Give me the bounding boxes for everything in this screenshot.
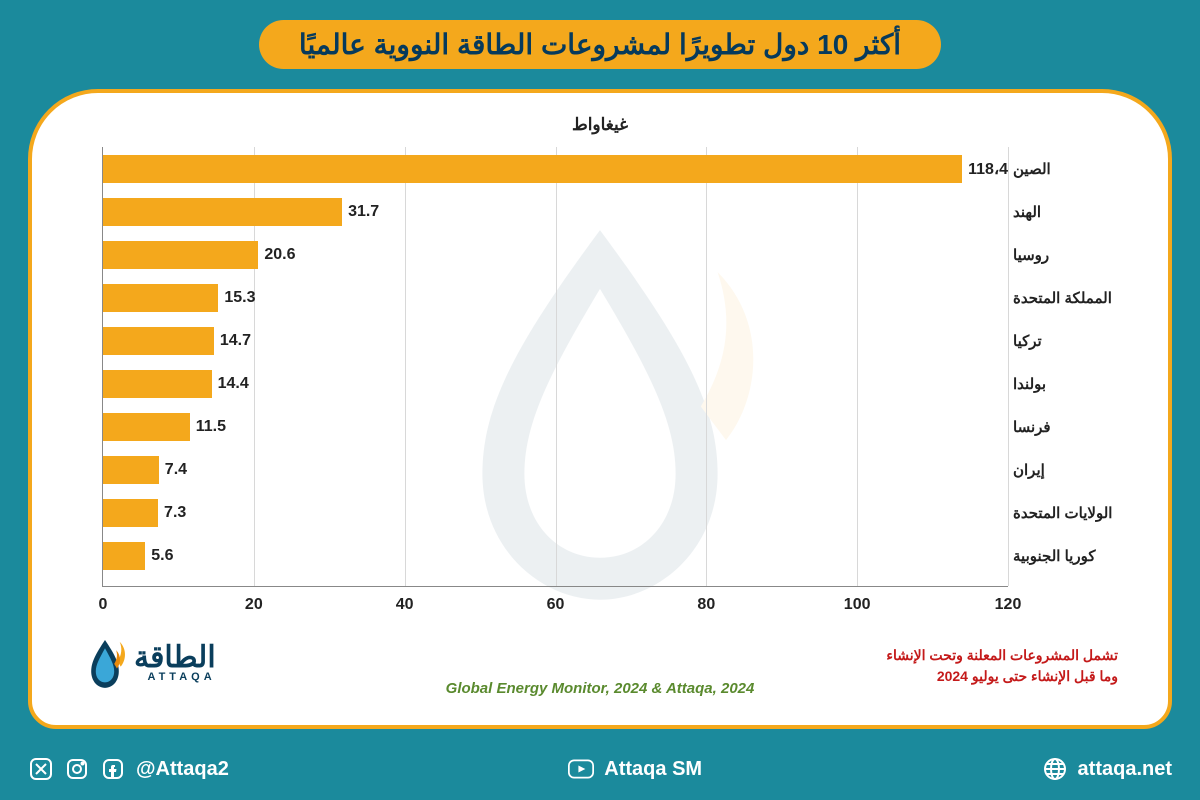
x-icon xyxy=(28,756,54,782)
y-category-label: الهند xyxy=(1013,203,1113,221)
y-category-label: المملكة المتحدة xyxy=(1013,289,1113,307)
source-text: Global Energy Monitor, 2024 & Attaqa, 20… xyxy=(446,680,755,697)
y-category-label: الصين xyxy=(1013,160,1113,178)
bar-value-label: 14.4 xyxy=(218,375,249,393)
bar xyxy=(103,413,190,441)
bar-row: 14.4بولندا xyxy=(103,370,1008,398)
x-tick: 100 xyxy=(844,596,871,614)
card-footer: الطاقة ATTAQA Global Energy Monitor, 202… xyxy=(82,639,1118,699)
y-category-label: تركيا xyxy=(1013,332,1113,350)
footnote-line1: تشمل المشروعات المعلنة وتحت الإنشاء xyxy=(886,645,1118,666)
x-tick: 80 xyxy=(697,596,715,614)
chart-card: غيغاواط 020406080100120118،4الصين31.7اله… xyxy=(28,89,1172,729)
social-left: @Attaqa2 xyxy=(28,756,229,782)
website-text: attaqa.net xyxy=(1078,758,1172,781)
bar-value-label: 7.3 xyxy=(164,504,186,522)
youtube-icon xyxy=(568,756,594,782)
bar-value-label: 20.6 xyxy=(264,246,295,264)
social-bar: @Attaqa2 Attaqa SM attaqa.net xyxy=(28,756,1172,782)
chart-plot: 020406080100120118،4الصين31.7الهند20.6رو… xyxy=(82,147,1118,617)
bar-row: 7.4إيران xyxy=(103,456,1008,484)
bar-row: 31.7الهند xyxy=(103,198,1008,226)
social-mid: Attaqa SM xyxy=(568,756,702,782)
bar-value-label: 118،4 xyxy=(968,159,1008,179)
logo-arabic: الطاقة xyxy=(134,644,216,671)
title-banner: أكثر 10 دول تطويرًا لمشروعات الطاقة النو… xyxy=(259,20,941,69)
y-category-label: كوريا الجنوبية xyxy=(1013,547,1113,565)
instagram-icon xyxy=(64,756,90,782)
y-category-label: الولايات المتحدة xyxy=(1013,504,1113,522)
bar-value-label: 14.7 xyxy=(220,332,251,350)
social-right: attaqa.net xyxy=(1042,756,1172,782)
facebook-icon xyxy=(100,756,126,782)
social-handle-2: Attaqa SM xyxy=(604,758,702,781)
bar-value-label: 31.7 xyxy=(348,203,379,221)
bar-row: 20.6روسيا xyxy=(103,241,1008,269)
y-category-label: روسيا xyxy=(1013,246,1113,264)
x-tick: 0 xyxy=(99,596,108,614)
bar-row: 14.7تركيا xyxy=(103,327,1008,355)
bar-row: 15.3المملكة المتحدة xyxy=(103,284,1008,312)
bar-row: 5.6كوريا الجنوبية xyxy=(103,542,1008,570)
bar xyxy=(103,327,214,355)
brand-logo: الطاقة ATTAQA xyxy=(82,635,216,691)
bar-value-label: 15.3 xyxy=(224,289,255,307)
bar-row: 11.5فرنسا xyxy=(103,413,1008,441)
bar-value-label: 5.6 xyxy=(151,547,173,565)
x-tick: 60 xyxy=(547,596,565,614)
bar xyxy=(103,370,212,398)
x-tick: 40 xyxy=(396,596,414,614)
plot-area: 020406080100120118،4الصين31.7الهند20.6رو… xyxy=(102,147,1008,587)
y-category-label: إيران xyxy=(1013,461,1113,479)
x-tick: 20 xyxy=(245,596,263,614)
page-title: أكثر 10 دول تطويرًا لمشروعات الطاقة النو… xyxy=(299,29,901,60)
footnote-line2: وما قبل الإنشاء حتى يوليو 2024 xyxy=(886,666,1118,687)
flame-drop-icon xyxy=(82,635,128,691)
bar xyxy=(103,284,218,312)
bar-row: 7.3الولايات المتحدة xyxy=(103,499,1008,527)
gridline xyxy=(1008,147,1009,586)
bar xyxy=(103,241,258,269)
bar-value-label: 11.5 xyxy=(196,418,226,436)
chart-unit-label: غيغاواط xyxy=(82,115,1118,135)
bar xyxy=(103,155,962,183)
y-category-label: بولندا xyxy=(1013,375,1113,393)
bar xyxy=(103,542,145,570)
x-tick: 120 xyxy=(995,596,1022,614)
bar xyxy=(103,198,342,226)
footnote: تشمل المشروعات المعلنة وتحت الإنشاء وما … xyxy=(886,645,1118,687)
y-category-label: فرنسا xyxy=(1013,418,1113,436)
bar xyxy=(103,499,158,527)
social-handle-1: @Attaqa2 xyxy=(136,758,229,781)
bar-value-label: 7.4 xyxy=(165,461,187,479)
bar xyxy=(103,456,159,484)
bar-row: 118،4الصين xyxy=(103,155,1008,183)
globe-icon xyxy=(1042,756,1068,782)
